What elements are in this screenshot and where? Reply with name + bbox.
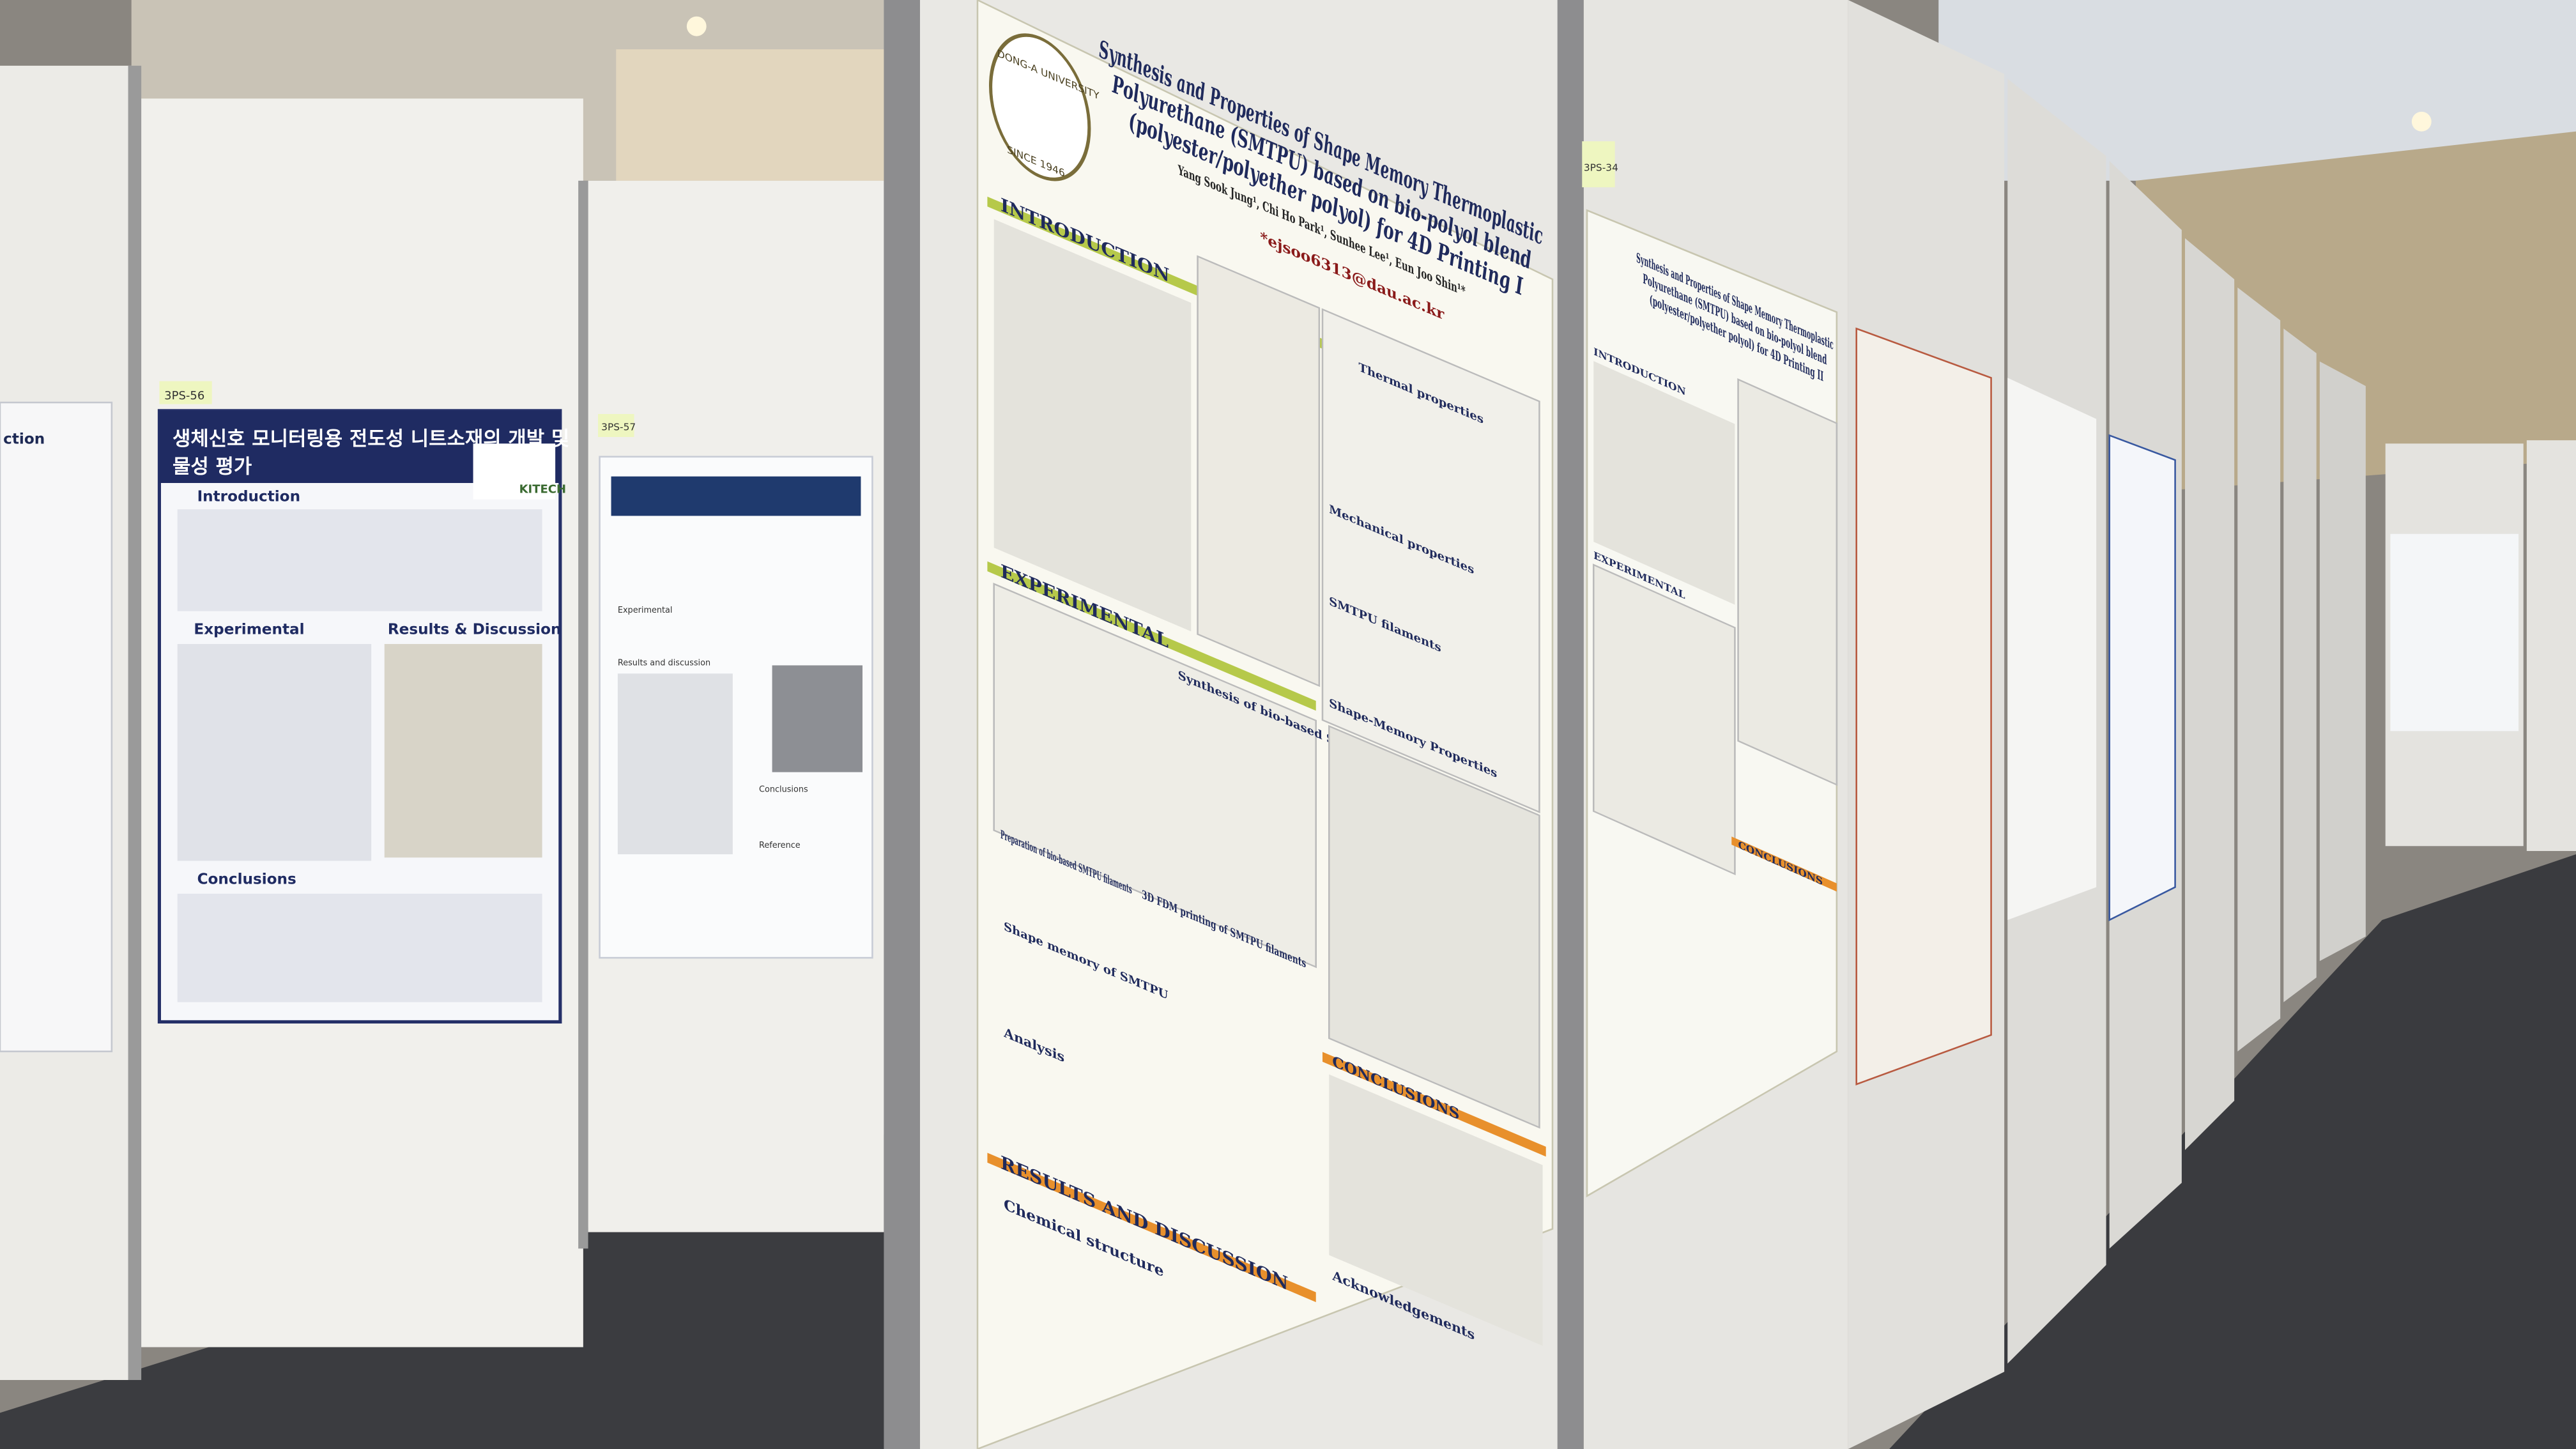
section-heading: Results & Discussion: [388, 622, 562, 638]
ceiling-light: [686, 16, 707, 36]
panel-post: [884, 0, 920, 1449]
text-block: [1593, 361, 1735, 605]
section-heading: Conclusions: [197, 871, 296, 887]
section-heading: Conclusions: [759, 785, 808, 794]
section-bar: [1731, 836, 1837, 892]
figure-block: [1321, 308, 1540, 813]
section-heading: Introduction: [197, 488, 300, 505]
poster-tag: [159, 381, 212, 404]
curtain: [616, 49, 887, 181]
table-block: [617, 673, 733, 855]
logo: [989, 33, 1091, 181]
panel-post: [578, 180, 588, 1249]
panel: [2185, 238, 2235, 1150]
panel-post: [128, 65, 142, 1380]
poster-fragment: ction: [3, 431, 45, 447]
logo-box: [473, 443, 556, 500]
figure-block: [1593, 564, 1736, 876]
figure-block: [177, 644, 372, 861]
poster: [2390, 533, 2518, 732]
section-heading: Experimental: [618, 606, 673, 615]
poster-tag: 3PS-57: [601, 422, 636, 433]
figure-block: [1328, 724, 1540, 1129]
section-heading: Results and discussion: [618, 658, 710, 668]
section-bar: [987, 561, 1316, 711]
poster-title: 물성 평가: [172, 456, 252, 479]
section-bar: [1322, 1052, 1546, 1157]
text-block: [1329, 1074, 1543, 1346]
figure-block: [1737, 378, 1838, 786]
panel: [2283, 328, 2317, 1002]
poster: [2108, 434, 2176, 922]
poster: [1855, 327, 1992, 1085]
panel: [2319, 361, 2366, 962]
panel: [2526, 440, 2576, 851]
section-bar: [987, 1153, 1316, 1303]
panel-post: [1557, 0, 1584, 1449]
text-block: [177, 893, 542, 1002]
text-block: [993, 219, 1192, 632]
poster-tag: 3PS-56: [164, 389, 204, 402]
poster-tag: [1582, 141, 1615, 188]
figure-block: [384, 644, 542, 858]
ceiling-light: [2411, 111, 2432, 132]
figure-block: [772, 665, 862, 772]
figure-block: [1197, 255, 1321, 687]
poster-header: [611, 476, 861, 516]
text-block: [177, 509, 542, 611]
poster-tag: [598, 414, 634, 437]
figure-block: [993, 583, 1317, 969]
poster: [2007, 378, 2097, 920]
poster: [0, 401, 113, 1053]
logo: KITECH: [519, 482, 567, 496]
panel: [2237, 288, 2281, 1052]
poster-tag: 3PS-34: [1584, 162, 1618, 173]
section-heading: Experimental: [194, 622, 304, 638]
section-heading: Reference: [759, 841, 801, 850]
